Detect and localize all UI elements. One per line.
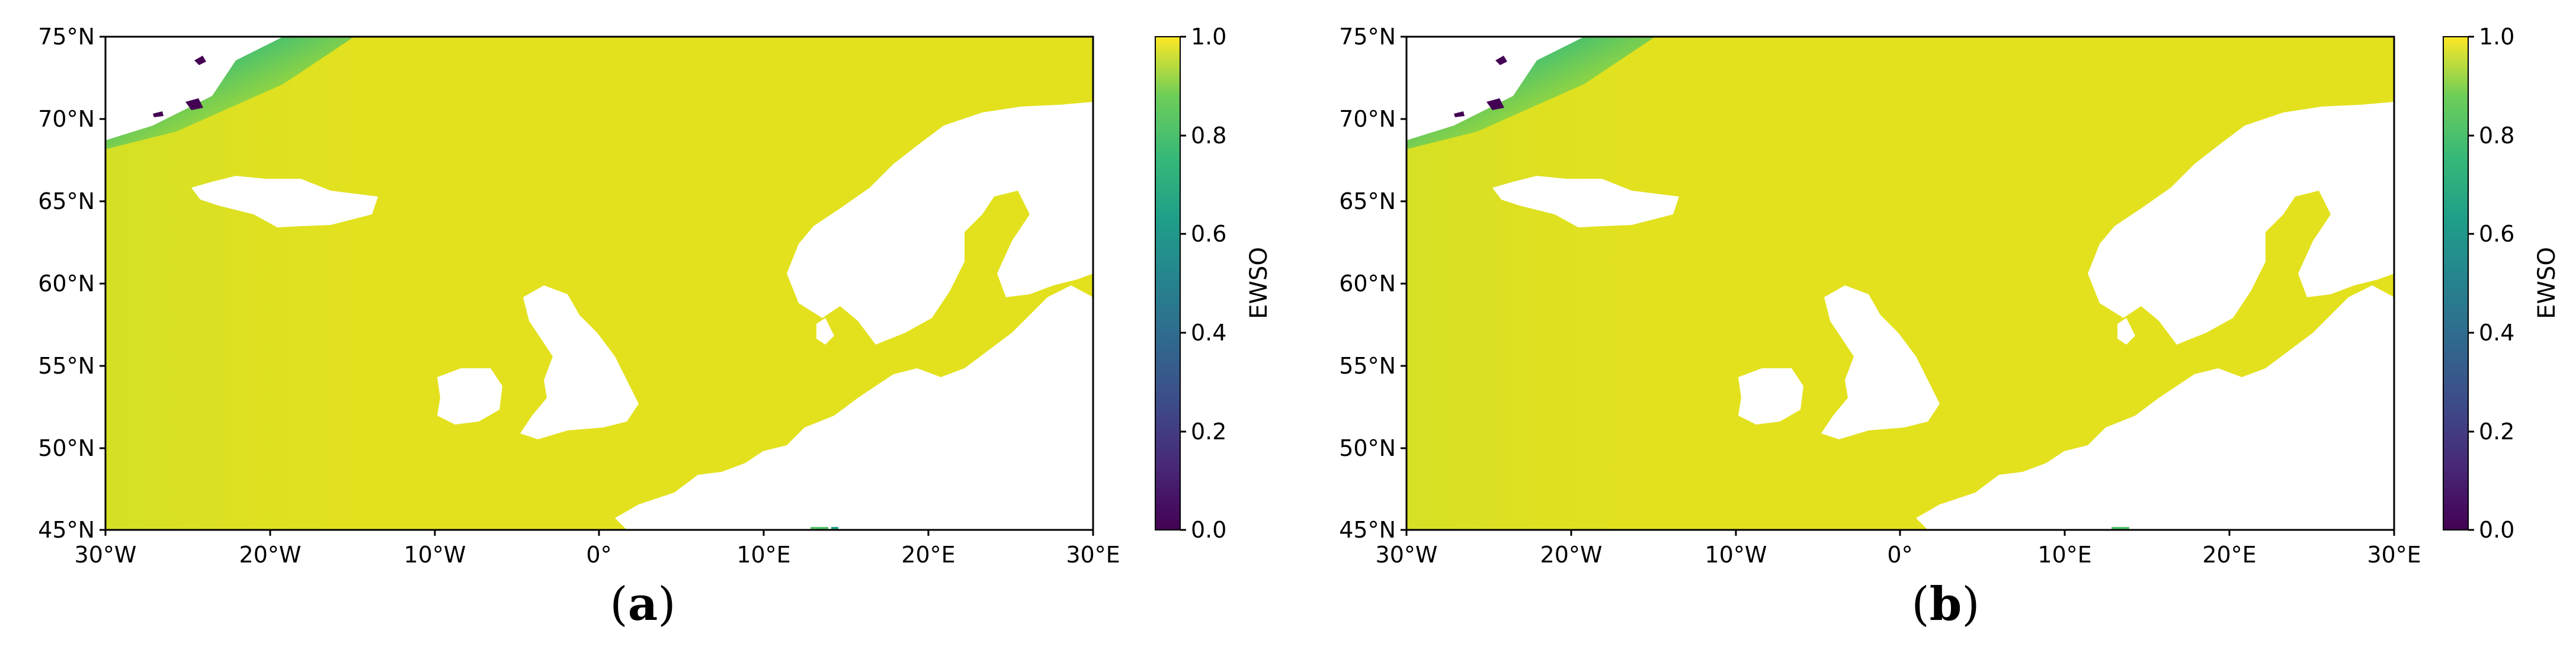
- colorbar-tick-label: 0.6: [1191, 221, 1226, 247]
- iceland: [191, 176, 378, 227]
- map-figure-b: 75°N 70°N 65°N 60°N 55°N 50°N 45°N 30°W …: [1339, 24, 2561, 568]
- caption-open: (: [610, 578, 628, 631]
- colorbar: 1.0 0.8 0.6 0.4 0.2 0.0 EWSO: [1155, 24, 1273, 543]
- colorbar-tick-label: 0.0: [2479, 517, 2514, 543]
- ireland: [437, 368, 502, 425]
- colorbar-tick-label: 0.0: [1191, 517, 1226, 543]
- lon-tick-label: 30°E: [1066, 542, 1120, 568]
- lon-axis: 30°W 20°W 10°W 0° 10°E 20°E 30°E: [1376, 530, 2421, 568]
- lat-tick-label: 55°N: [1339, 353, 1396, 379]
- colorbar-tick-label: 0.4: [2479, 320, 2514, 346]
- caption-close: ): [1962, 578, 1980, 631]
- colorbar-tick-label: 0.2: [2479, 419, 2514, 445]
- lat-tick-label: 60°N: [38, 271, 95, 297]
- great-britain: [520, 285, 639, 439]
- lat-tick-label: 75°N: [1339, 24, 1396, 50]
- map-plot-area: [1406, 37, 2394, 530]
- lat-tick-label: 75°N: [38, 24, 95, 50]
- colorbar-tick-label: 1.0: [1191, 24, 1226, 50]
- lon-tick-label: 20°E: [901, 542, 955, 568]
- denmark-jutland: [816, 318, 834, 345]
- colorbar-tick-label: 0.8: [1191, 123, 1226, 149]
- lon-axis: 30°W 20°W 10°W 0° 10°E 20°E 30°E: [75, 530, 1120, 568]
- lon-tick-label: 10°W: [404, 542, 466, 568]
- alps-green-patch: [810, 527, 828, 530]
- ireland: [1738, 368, 1803, 425]
- lat-tick-label: 55°N: [38, 353, 95, 379]
- lon-tick-label: 10°E: [2037, 542, 2091, 568]
- lat-tick-label: 50°N: [1339, 435, 1396, 461]
- lat-tick-label: 50°N: [38, 435, 95, 461]
- iceland: [1492, 176, 1679, 227]
- greenland-land: [105, 37, 283, 140]
- lat-tick-label: 45°N: [38, 517, 95, 543]
- colorbar-tick-label: 0.6: [2479, 221, 2514, 247]
- caption-open: (: [1911, 578, 1930, 631]
- lon-tick-label: 20°E: [2202, 542, 2256, 568]
- map-plot-area: [105, 37, 1093, 530]
- greenland-purple-cells: [1454, 56, 1507, 117]
- lon-tick-label: 30°W: [1376, 542, 1438, 568]
- caption-letter: a: [627, 577, 658, 631]
- continental-europe: [615, 285, 1093, 530]
- lat-tick-label: 70°N: [38, 106, 95, 132]
- lat-tick-label: 70°N: [1339, 106, 1396, 132]
- alps-green-patch: [2112, 527, 2129, 530]
- colorbar-gradient: [1155, 36, 1181, 530]
- colorbar: 1.0 0.8 0.6 0.4 0.2 0.0 EWSO: [2443, 24, 2561, 543]
- lat-tick-label: 65°N: [38, 188, 95, 214]
- colorbar-gradient: [2443, 36, 2469, 530]
- great-britain: [1821, 285, 1940, 439]
- lon-tick-label: 30°E: [2367, 542, 2421, 568]
- lat-axis: 75°N 70°N 65°N 60°N 55°N 50°N 45°N: [38, 24, 105, 543]
- lon-tick-label: 10°E: [736, 542, 790, 568]
- lat-tick-label: 60°N: [1339, 271, 1396, 297]
- lat-axis: 75°N 70°N 65°N 60°N 55°N 50°N 45°N: [1339, 24, 1406, 543]
- map-figure-a: 75°N 70°N 65°N 60°N 55°N 50°N 45°N 30°W …: [38, 24, 1273, 568]
- colorbar-tick-label: 1.0: [2479, 24, 2514, 50]
- continental-europe: [1916, 285, 2394, 530]
- lon-tick-label: 10°W: [1705, 542, 1767, 568]
- lon-tick-label: 20°W: [239, 542, 302, 568]
- scandinavia: [787, 102, 1093, 345]
- colorbar-label: EWSO: [2533, 247, 2561, 319]
- colorbar-label: EWSO: [1245, 247, 1273, 319]
- lon-tick-label: 0°: [586, 542, 611, 568]
- caption-close: ): [658, 578, 676, 631]
- colorbar-tick-label: 0.4: [1191, 320, 1226, 346]
- alps-teal-patch: [831, 527, 838, 530]
- panel-caption-b: (b): [1886, 577, 2005, 631]
- denmark-jutland: [2117, 318, 2135, 345]
- greenland-land: [1406, 37, 1584, 140]
- panel-caption-a: (a): [584, 577, 702, 631]
- scandinavia: [2088, 102, 2394, 345]
- lon-tick-label: 20°W: [1540, 542, 1603, 568]
- lon-tick-label: 0°: [1887, 542, 1912, 568]
- colorbar-tick-label: 0.8: [2479, 123, 2514, 149]
- lon-tick-label: 30°W: [75, 542, 137, 568]
- panel-a: 75°N 70°N 65°N 60°N 55°N 50°N 45°N 30°W …: [38, 24, 1273, 631]
- colorbar-tick-label: 0.2: [1191, 419, 1226, 445]
- greenland-purple-cells: [153, 56, 206, 117]
- lat-tick-label: 65°N: [1339, 188, 1396, 214]
- lat-tick-label: 45°N: [1339, 517, 1396, 543]
- panel-b: 75°N 70°N 65°N 60°N 55°N 50°N 45°N 30°W …: [1288, 0, 2576, 656]
- caption-letter: b: [1929, 577, 1962, 631]
